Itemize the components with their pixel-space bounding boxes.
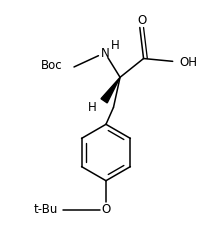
Polygon shape [101,77,120,103]
Text: O: O [137,15,146,27]
Text: OH: OH [179,56,197,69]
Text: Boc: Boc [41,59,62,72]
Text: H: H [88,101,96,114]
Text: O: O [101,203,111,216]
Text: N: N [101,47,109,60]
Text: H: H [111,39,120,52]
Text: t-Bu: t-Bu [34,203,58,216]
